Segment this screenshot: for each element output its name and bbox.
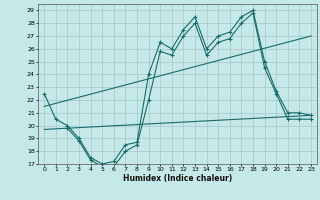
X-axis label: Humidex (Indice chaleur): Humidex (Indice chaleur) xyxy=(123,174,232,183)
